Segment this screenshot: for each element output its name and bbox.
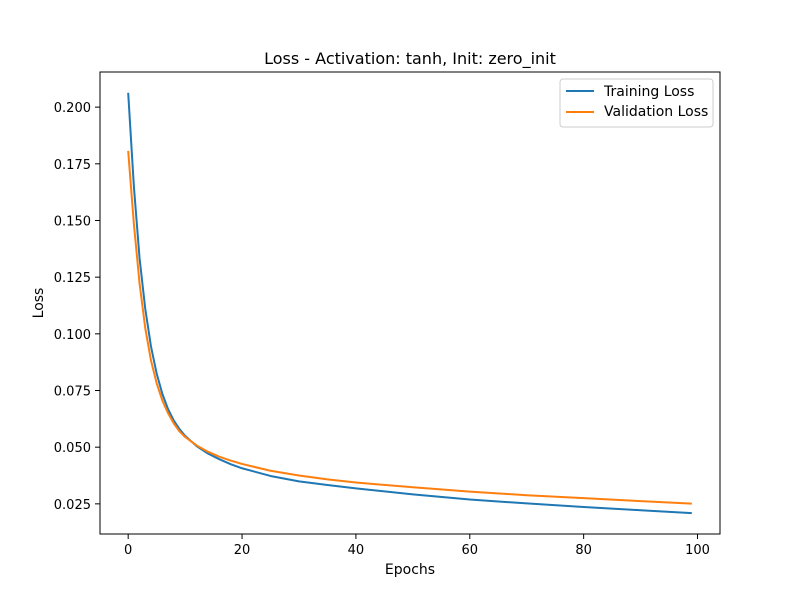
x-tick-label: 0 [124, 543, 132, 558]
axis-ticks: 0 20 40 60 80 100 0.025 0.050 0.075 0.100 0.125 0.1… [54, 101, 710, 558]
y-tick-label: 0.050 [54, 441, 91, 456]
x-tick-label: 60 [462, 543, 479, 558]
y-tick-label: 0.075 [54, 385, 91, 400]
series-line-training-loss [127, 92, 692, 515]
legend-label-training-loss: Training Loss [603, 84, 694, 100]
series-line-validation-loss [127, 150, 692, 505]
y-tick-label: 0.100 [54, 328, 91, 343]
y-tick-label: 0.175 [54, 158, 91, 173]
y-tick-label: 0.150 [54, 214, 91, 229]
x-tick-label: 80 [575, 543, 592, 558]
y-tick-label: 0.025 [54, 498, 91, 513]
x-tick-label: 20 [234, 543, 251, 558]
series-layer [127, 92, 692, 515]
legend-label-validation-loss: Validation Loss [604, 104, 708, 120]
y-tick-label: 0.200 [54, 101, 91, 116]
x-axis-label: Epochs [385, 562, 435, 578]
x-tick-label: 100 [685, 543, 710, 558]
y-axis-label: Loss [31, 288, 47, 319]
legend-box [559, 78, 714, 128]
y-tick-label: 0.125 [54, 271, 91, 286]
x-tick-label: 40 [348, 543, 365, 558]
legend: Training Loss Validation Loss [559, 78, 714, 128]
chart-title: Loss - Activation: tanh, Init: zero_init [264, 49, 556, 69]
plot-area-frame [99, 71, 721, 535]
